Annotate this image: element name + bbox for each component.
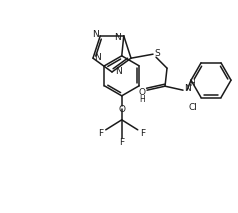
Text: H: H [139, 95, 145, 104]
Text: F: F [140, 129, 145, 138]
Text: Cl: Cl [188, 103, 198, 112]
Text: N: N [184, 84, 190, 93]
Text: F: F [98, 129, 103, 138]
Text: N: N [115, 68, 121, 76]
Text: O: O [139, 88, 145, 97]
Text: N: N [92, 30, 99, 39]
Text: H: H [189, 79, 195, 88]
Text: F: F [119, 138, 124, 147]
Text: S: S [154, 49, 160, 58]
Text: O: O [118, 105, 125, 114]
Text: N: N [114, 33, 121, 42]
Text: N: N [94, 53, 101, 62]
